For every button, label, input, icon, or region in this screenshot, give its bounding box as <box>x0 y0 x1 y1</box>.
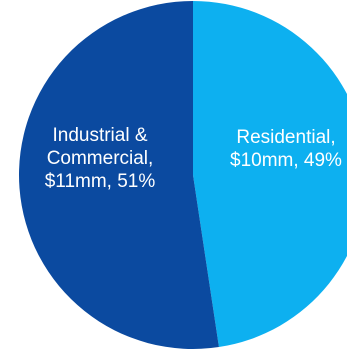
pie-labels: Residential, $10mm, 49% Industrial & Commer… <box>45 125 342 192</box>
pie-label-line: $11mm, 51% <box>45 171 156 192</box>
pie-slice-residential <box>193 1 347 348</box>
pie-label-line: Commercial, <box>47 148 154 169</box>
pie-label-line: $10mm, 49% <box>230 150 342 171</box>
pie-label-industrial-commercial: Industrial & Commercial, $11mm, 51% <box>45 125 156 192</box>
pie-label-line: Industrial & <box>52 125 147 146</box>
pie-slice-industrial-commercial <box>18 0 219 349</box>
pie-label-residential: Residential, $10mm, 49% <box>230 127 342 171</box>
pie-slices <box>18 0 347 349</box>
pie-label-line: Residential, <box>236 127 335 148</box>
